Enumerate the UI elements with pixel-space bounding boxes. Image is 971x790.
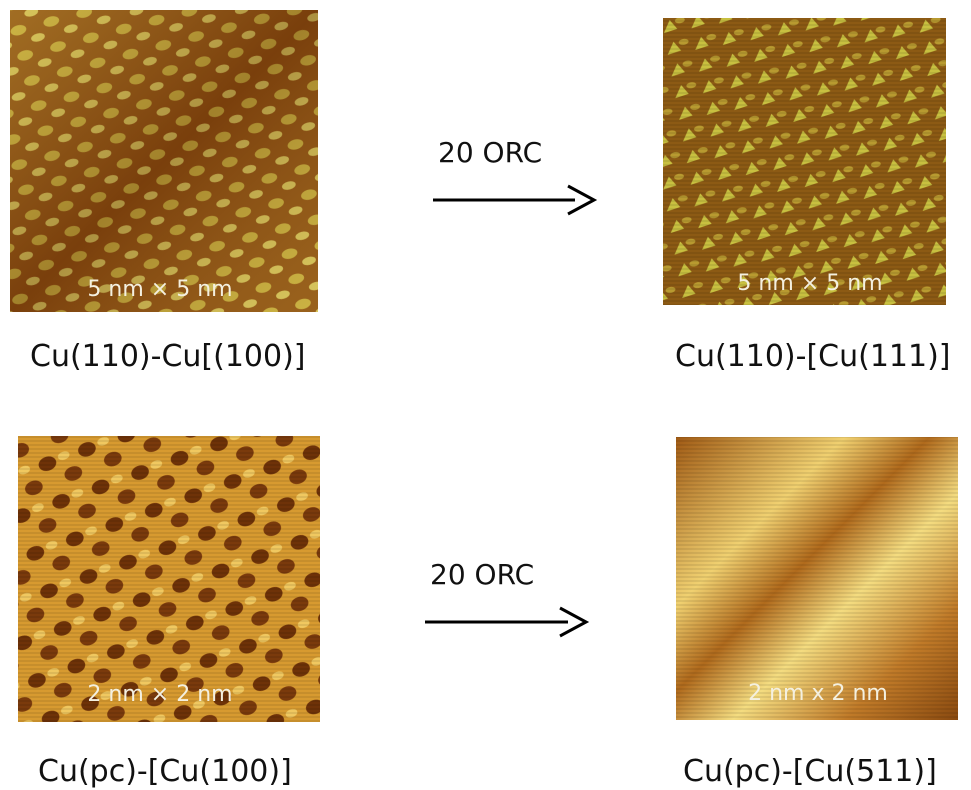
- stm-shading: [18, 436, 320, 722]
- panel: 2 nm × 2 nm Cu(pc)-[Cu(100)]: [18, 436, 320, 789]
- caption: Cu(110)-Cu[(100)]: [30, 339, 306, 374]
- arrow-group: 20 ORC: [433, 136, 594, 214]
- panel: 5 nm × 5 nm Cu(110)-Cu[(100)]: [10, 10, 318, 374]
- stm-shading: [676, 437, 958, 720]
- scale-label: 5 nm × 5 nm: [87, 277, 232, 302]
- scale-label: 2 nm × 2 nm: [87, 682, 232, 707]
- panel: 2 nm x 2 nm Cu(pc)-[Cu(511)]: [676, 437, 958, 789]
- stm-shading: [663, 18, 946, 305]
- arrow-group: 20 ORC: [425, 558, 586, 636]
- panel: 5 nm × 5 nm Cu(110)-[Cu(111)]: [663, 18, 951, 374]
- arrow-label: 20 ORC: [430, 558, 534, 591]
- stm-shading: [10, 10, 318, 312]
- scale-label: 2 nm x 2 nm: [748, 681, 888, 706]
- caption: Cu(pc)-[Cu(511)]: [683, 754, 937, 789]
- figure: 5 nm × 5 nm Cu(110)-Cu[(100)] 20 ORC 5 n…: [0, 0, 971, 790]
- arrow-label: 20 ORC: [438, 136, 542, 169]
- caption: Cu(110)-[Cu(111)]: [675, 339, 951, 374]
- scale-label: 5 nm × 5 nm: [737, 271, 882, 296]
- caption: Cu(pc)-[Cu(100)]: [38, 754, 292, 789]
